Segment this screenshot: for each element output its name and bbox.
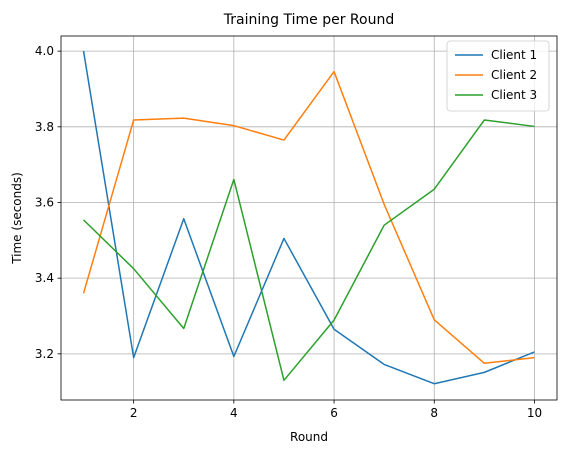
legend-box — [446, 40, 550, 112]
legend: Client 1 Client 2 Client 3 — [446, 40, 550, 112]
legend-entry: Client 2 — [491, 68, 537, 82]
x-tick-label: 4 — [230, 406, 238, 420]
x-tick-label: 10 — [527, 406, 542, 420]
x-axis-label: Round — [290, 430, 328, 444]
x-tick-label: 2 — [130, 406, 138, 420]
series-line-3 — [83, 119, 535, 382]
y-tick-label: 3.2 — [35, 347, 54, 361]
legend-entry: Client 3 — [491, 88, 537, 102]
y-tick-label: 3.4 — [35, 271, 54, 285]
legend-entry: Client 1 — [491, 48, 537, 62]
y-tick-label: 4.0 — [35, 44, 54, 58]
x-tick-label: 8 — [430, 406, 438, 420]
y-axis-label: Time (seconds) — [10, 172, 24, 265]
y-tick-label: 3.8 — [35, 120, 54, 134]
chart-title: Training Time per Round — [223, 12, 394, 28]
series-line-1 — [82, 51, 535, 385]
plot-area-frame — [60, 35, 558, 401]
y-tick-label: 3.6 — [35, 195, 54, 209]
x-tick-label: 6 — [330, 406, 338, 420]
series-line-2 — [82, 70, 535, 365]
